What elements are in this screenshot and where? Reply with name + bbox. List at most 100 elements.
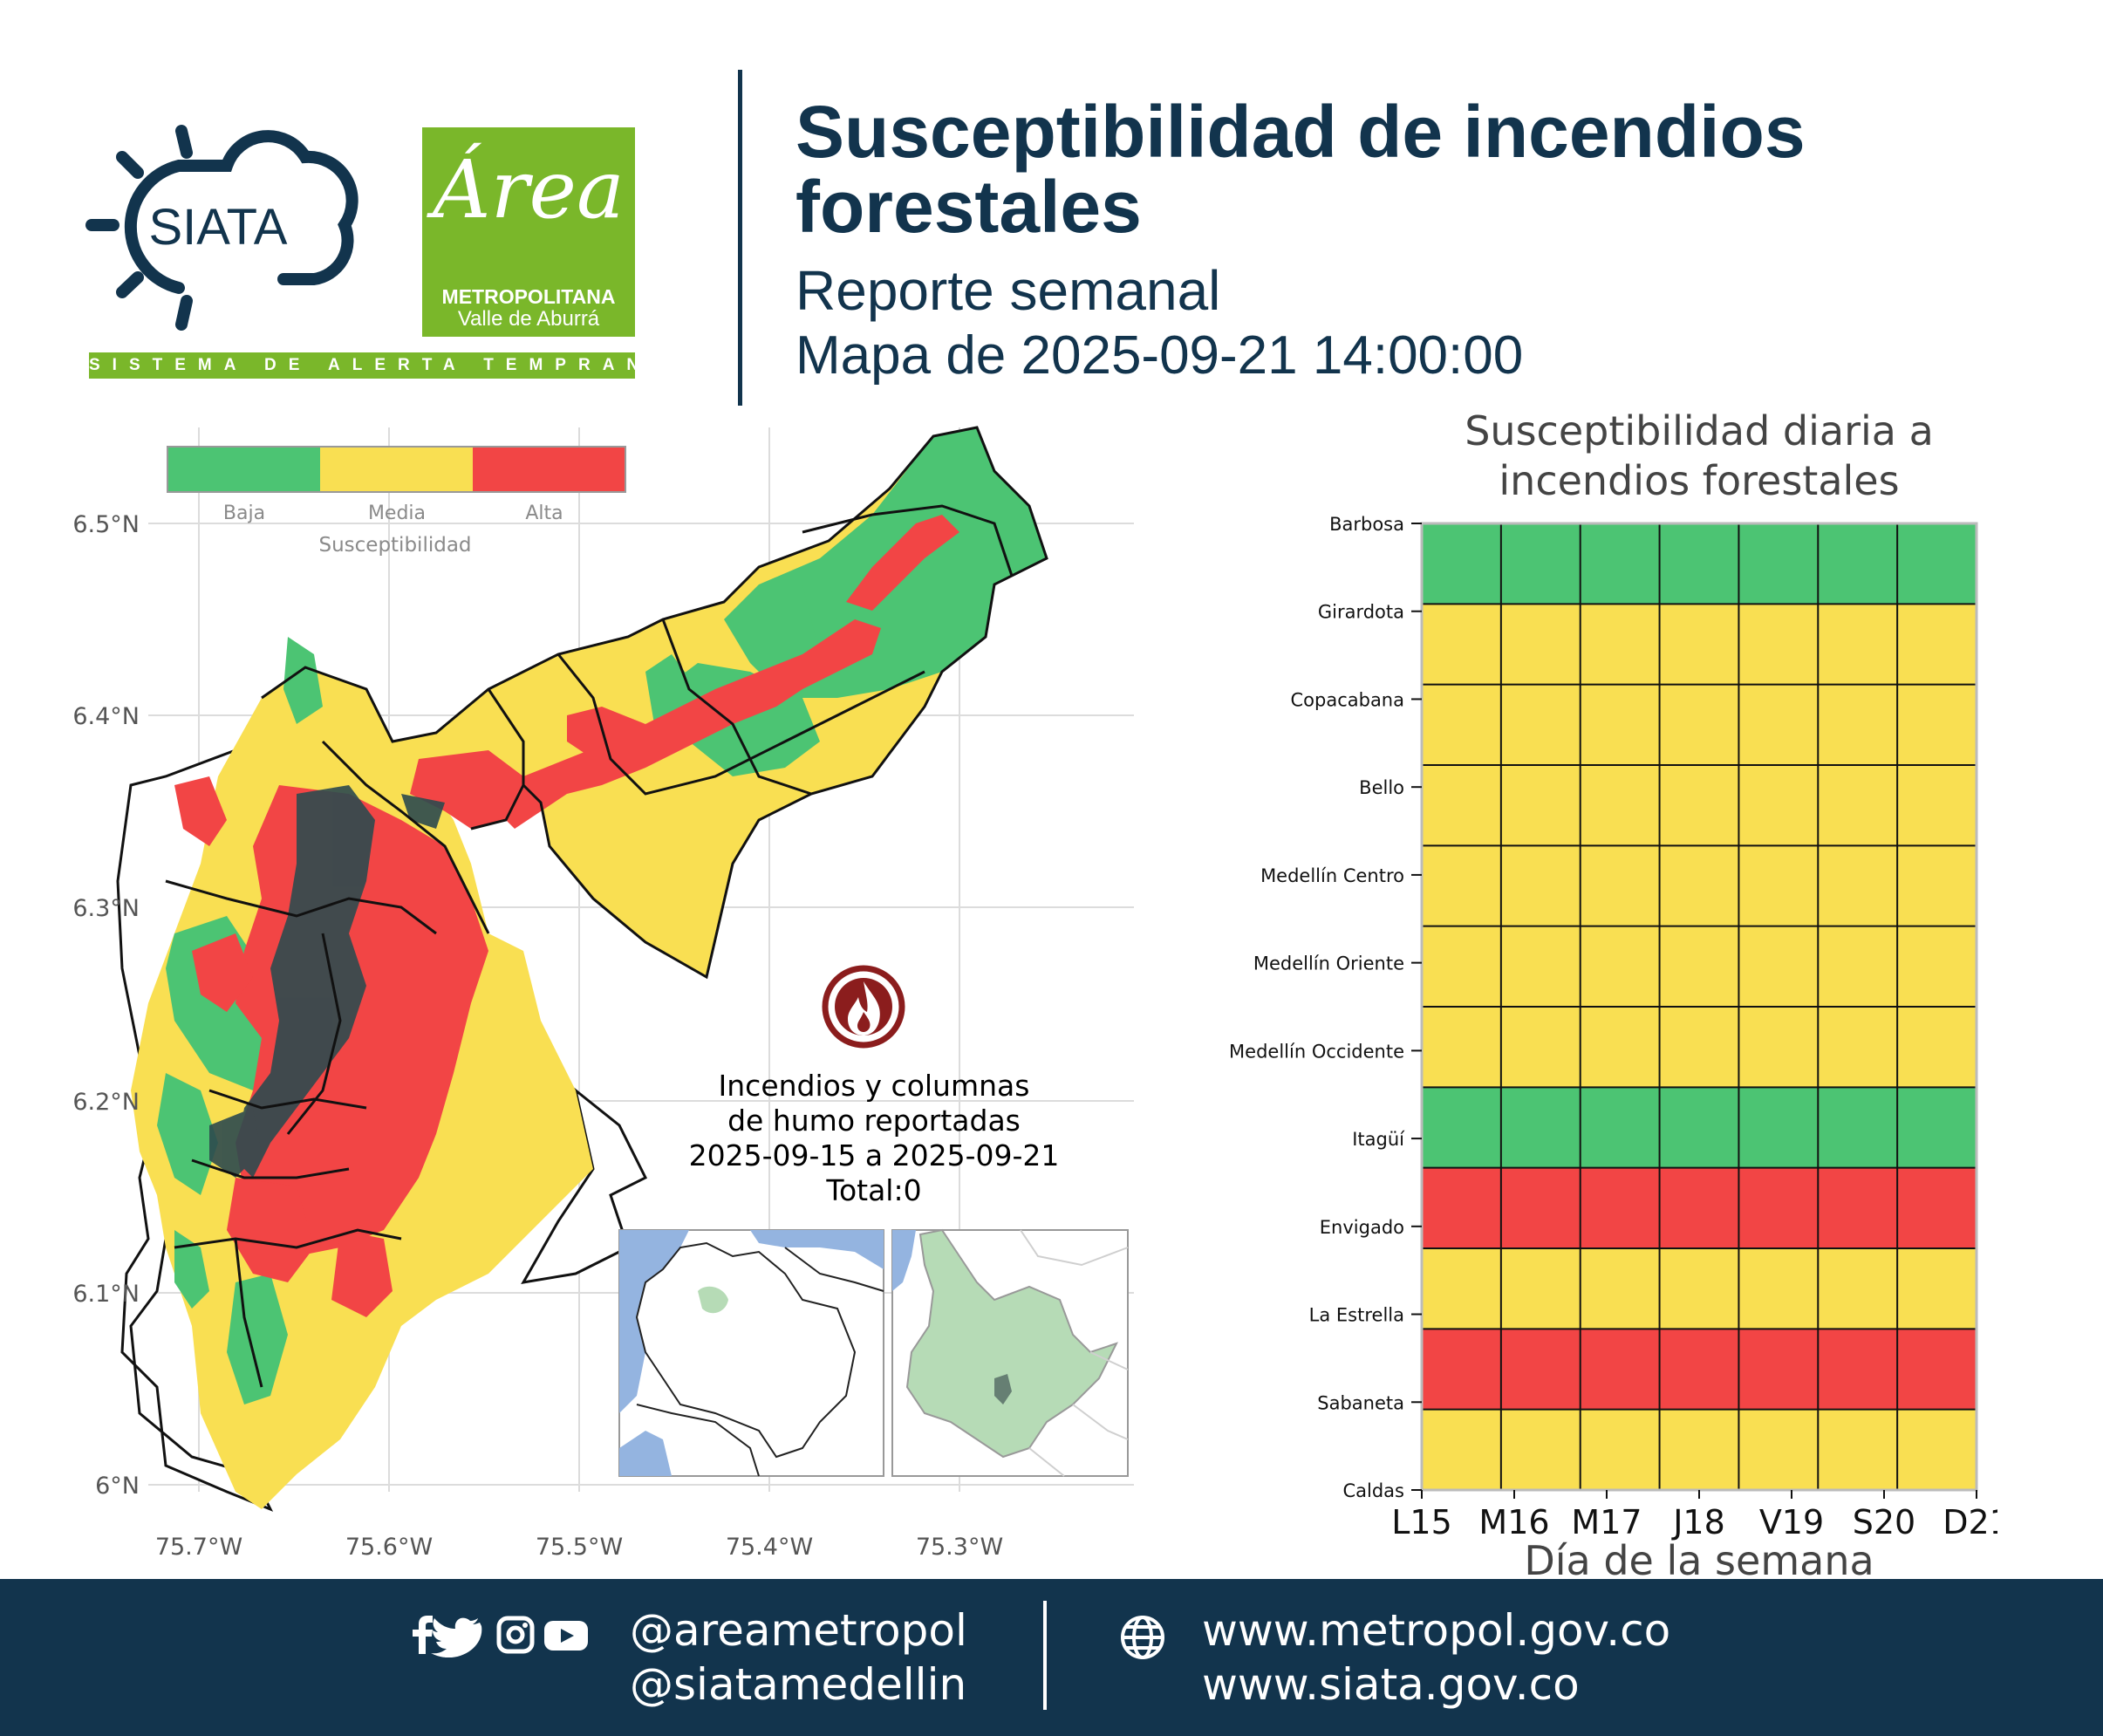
heatmap-cell	[1818, 845, 1898, 926]
day-label: J18	[1671, 1503, 1725, 1541]
heatmap-cell	[1500, 604, 1581, 685]
chart-title-line-1: Susceptibilidad diaria a	[1465, 410, 1934, 455]
heatmap-cell	[1738, 1409, 1819, 1490]
lon-tick: 75.4°W	[726, 1534, 813, 1561]
municipality-label: Itagüí	[1352, 1129, 1405, 1150]
municipality-label: Envigado	[1320, 1217, 1404, 1238]
website-link[interactable]: www.metropol.gov.co	[1202, 1605, 1671, 1656]
legend-swatch-media	[320, 447, 473, 492]
heatmap-cell	[1897, 926, 1977, 1007]
heatmap-cell	[1580, 1409, 1660, 1490]
municipality-borders	[165, 426, 1048, 1388]
lat-tick: 6°N	[95, 1473, 140, 1500]
municipality-label: Caldas	[1342, 1480, 1404, 1501]
day-label: L15	[1391, 1503, 1452, 1541]
page-title: Susceptibilidad de incendios forestales	[795, 91, 1806, 248]
heatmap-cell	[1738, 1248, 1819, 1329]
amva-logo-script: Área	[433, 143, 625, 236]
heatmap-cell	[1818, 1087, 1898, 1168]
twitter-icon[interactable]	[431, 1617, 482, 1657]
heatmap-cell	[1659, 845, 1739, 926]
heatmap-cell	[1659, 1167, 1739, 1248]
heatmap-cell	[1738, 765, 1819, 846]
inset-map-colombia	[618, 1229, 884, 1477]
day-labels: L15 M16 M17 J18 V19 S20 D21	[1391, 1490, 1997, 1541]
heatmap-cell	[1500, 1329, 1581, 1410]
municipality-label: Barbosa	[1329, 514, 1404, 535]
heatmap-cell	[1659, 765, 1739, 846]
heatmap-cell	[1500, 1007, 1581, 1088]
heatmap-cell	[1897, 845, 1977, 926]
heatmap-cell	[1422, 926, 1501, 1007]
heatmap-grid	[1420, 522, 1978, 1492]
amva-logo: Área METROPOLITANA Valle de Aburrá	[422, 127, 635, 337]
website-link[interactable]: www.siata.gov.co	[1202, 1659, 1580, 1710]
heatmap-cell	[1818, 926, 1898, 1007]
heatmap-cell	[1738, 1007, 1819, 1088]
facebook-icon[interactable]	[413, 1616, 433, 1654]
heatmap-cell	[1659, 1248, 1739, 1329]
header-divider	[738, 70, 742, 406]
longitude-ticks: 75.7°W 75.6°W 75.5°W 75.4°W 75.3°W	[155, 1534, 1003, 1561]
day-label: V19	[1759, 1503, 1824, 1541]
amva-logo-name: METROPOLITANA	[441, 285, 616, 308]
heatmap-cell	[1659, 684, 1739, 765]
alert-system-strip: SISTEMA DE ALERTA TEMPRANA	[89, 352, 663, 379]
municipality-label: Sabaneta	[1317, 1392, 1404, 1413]
youtube-icon[interactable]	[544, 1621, 588, 1651]
heatmap-cell	[1897, 684, 1977, 765]
outer-basin-outline-east	[521, 1087, 648, 1284]
daily-susceptibility-heatmap: Susceptibilidad diaria a incendios fores…	[1229, 410, 1997, 1584]
heatmap-cell	[1500, 1087, 1581, 1168]
heatmap-cell	[1897, 1087, 1977, 1168]
fire-report: Incendios y columnas de humo reportadas …	[689, 1069, 1060, 1207]
municipality-label: Copacabana	[1290, 689, 1404, 710]
heatmap-cell	[1897, 604, 1977, 685]
heatmap-cell	[1580, 765, 1660, 846]
heatmap-cell	[1738, 684, 1819, 765]
heatmap-cell	[1580, 684, 1660, 765]
legend-label-baja: Baja	[223, 502, 265, 524]
x-axis-label: Día de la semana	[1524, 1537, 1874, 1584]
lat-tick: 6.3°N	[72, 895, 140, 922]
municipality-label: Medellín Occidente	[1229, 1041, 1404, 1062]
day-label: S20	[1853, 1503, 1915, 1541]
heatmap-cell	[1422, 845, 1501, 926]
heatmap-cell	[1738, 523, 1819, 605]
chart-title-line-2: incendios forestales	[1499, 457, 1899, 504]
heatmap-cell	[1580, 845, 1660, 926]
heatmap-cell	[1422, 604, 1501, 685]
heatmap-cell	[1897, 1167, 1977, 1248]
heatmap-cell	[1659, 1329, 1739, 1410]
heatmap-cell	[1580, 604, 1660, 685]
heatmap-cell	[1500, 684, 1581, 765]
heatmap-cell	[1818, 1167, 1898, 1248]
fire-icon	[822, 965, 905, 1049]
heatmap-cell	[1422, 1329, 1501, 1410]
legend-label-alta: Alta	[525, 502, 563, 524]
lon-tick: 75.6°W	[345, 1534, 433, 1561]
heatmap-cell	[1422, 1409, 1501, 1490]
heatmap-cell	[1580, 1007, 1660, 1088]
heatmap-cell	[1422, 765, 1501, 846]
instagram-icon[interactable]	[496, 1616, 535, 1654]
social-handle[interactable]: @siatamedellin	[630, 1659, 967, 1710]
heatmap-cell	[1818, 1329, 1898, 1410]
lat-tick: 6.2°N	[72, 1089, 140, 1116]
heatmap-cell	[1500, 765, 1581, 846]
heatmap-cell	[1580, 1167, 1660, 1248]
amva-logo-subtitle: Valle de Aburrá	[457, 307, 600, 331]
social-handle[interactable]: @areametropol	[630, 1605, 967, 1656]
heatmap-cell	[1580, 1248, 1660, 1329]
heatmap-cell	[1818, 1007, 1898, 1088]
heatmap-cell	[1500, 845, 1581, 926]
heatmap-cell	[1500, 1167, 1581, 1248]
siata-logo: SIATA	[85, 125, 358, 331]
heatmap-cell	[1897, 765, 1977, 846]
heatmap-cell	[1738, 1167, 1819, 1248]
report-subtitle: Reporte semanal	[795, 259, 1221, 322]
heatmap-cell	[1580, 523, 1660, 605]
heatmap-cell	[1738, 604, 1819, 685]
day-label: D21	[1943, 1503, 1997, 1541]
heatmap-cell	[1422, 684, 1501, 765]
